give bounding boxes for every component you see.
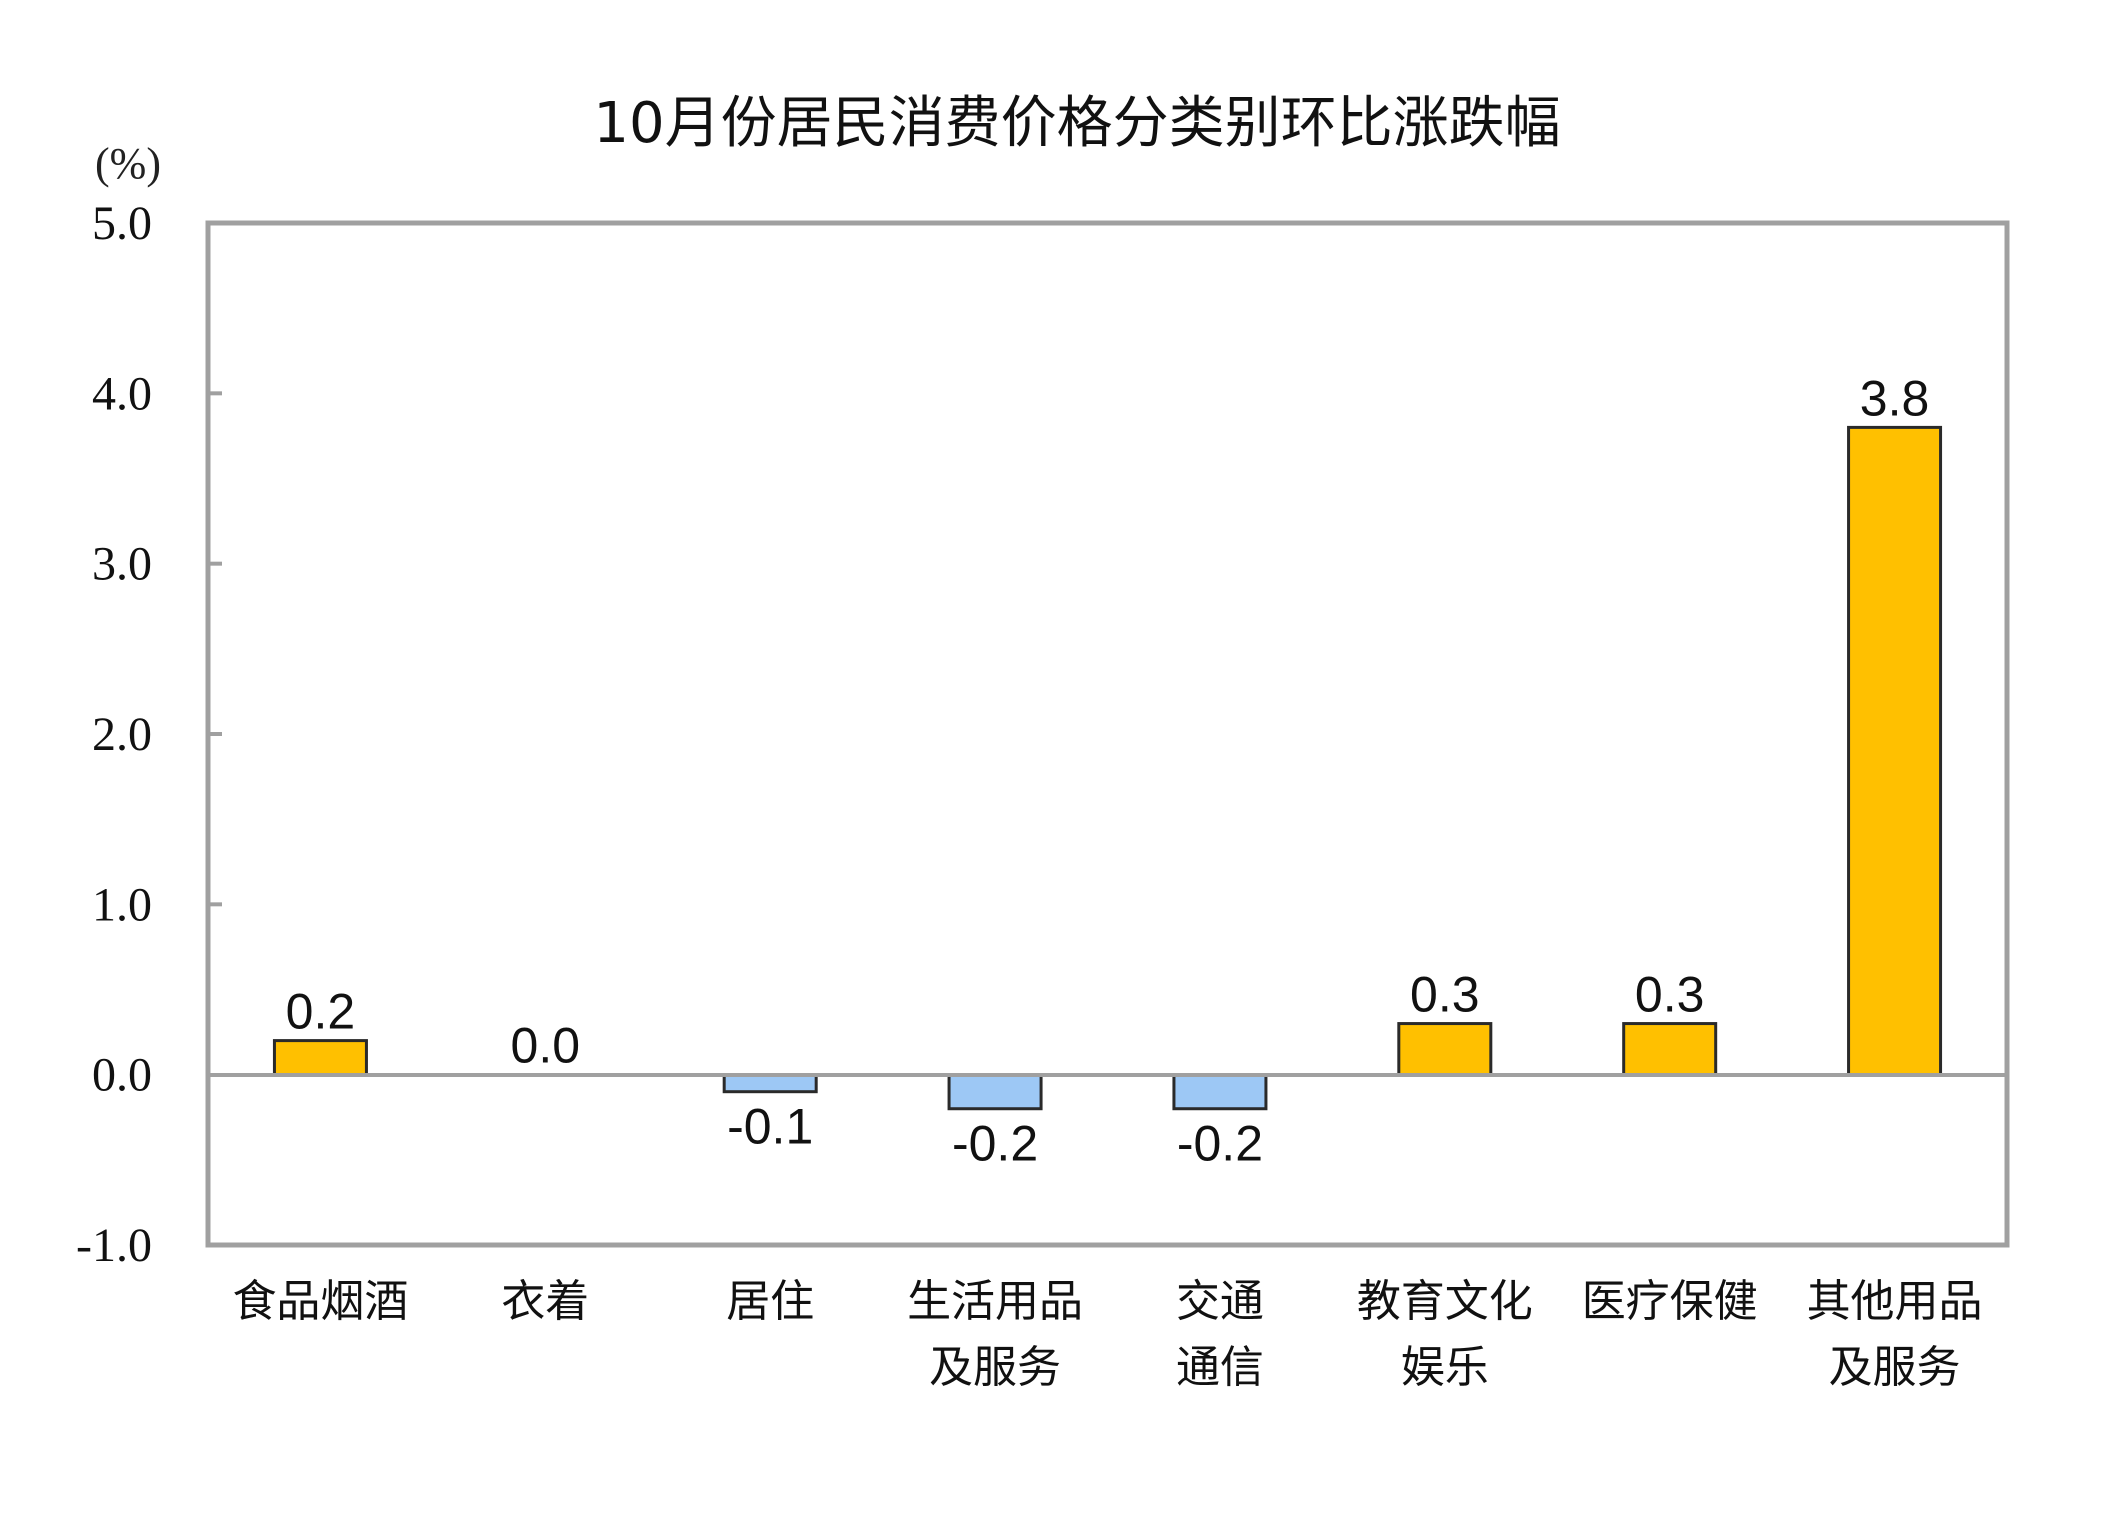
data-label: -0.2	[1177, 1116, 1263, 1172]
bar-6	[1622, 1022, 1718, 1077]
data-label: -0.2	[952, 1116, 1038, 1172]
data-labels: 0.2 0.0 -0.1 -0.2 -0.2 0.3 0.3 3.8	[286, 370, 1930, 1171]
bar-0	[272, 1039, 368, 1077]
bar-series	[272, 425, 1943, 1111]
x-category-label: 生活用品	[907, 1276, 1083, 1327]
y-axis-unit-label: (%)	[95, 139, 161, 188]
y-tick-label: 2.0	[92, 708, 152, 761]
x-category-label: 教育文化	[1357, 1276, 1533, 1327]
x-category-label: 及服务	[1829, 1342, 1961, 1393]
y-axis-ticks: 5.0 4.0 3.0 2.0 1.0 0.0 -1.0	[76, 197, 152, 1272]
x-category-label: 娱乐	[1401, 1342, 1489, 1393]
bar-4	[1172, 1073, 1268, 1111]
bar-2	[722, 1073, 818, 1094]
bar-7	[1847, 425, 1943, 1077]
y-tick-label: 1.0	[92, 878, 152, 931]
data-label: -0.1	[727, 1099, 813, 1155]
y-tick-label: -1.0	[76, 1219, 152, 1272]
y-tick-label: 0.0	[92, 1049, 152, 1102]
chart-title: 10月份居民消费价格分类别环比涨跌幅	[593, 91, 1560, 156]
x-category-label: 及服务	[929, 1342, 1061, 1393]
y-tick-label: 5.0	[92, 197, 152, 250]
y-tick-label: 4.0	[92, 367, 152, 420]
data-label: 0.3	[1635, 967, 1705, 1023]
data-label: 0.3	[1410, 967, 1480, 1023]
x-category-label: 其他用品	[1807, 1276, 1983, 1327]
x-category-label: 食品烟酒	[232, 1276, 408, 1327]
x-category-label: 居住	[726, 1276, 814, 1327]
y-axis-tick-marks	[208, 391, 222, 907]
x-category-label: 通信	[1176, 1342, 1264, 1393]
bar-3	[947, 1073, 1043, 1111]
plot-area-frame	[205, 220, 2010, 1248]
x-category-label: 医疗保健	[1582, 1276, 1758, 1327]
bar-5	[1397, 1022, 1493, 1077]
x-category-label: 交通	[1176, 1276, 1264, 1327]
y-tick-label: 3.0	[92, 538, 152, 591]
data-label: 0.0	[511, 1018, 581, 1074]
x-category-label: 衣着	[501, 1276, 589, 1327]
data-label: 0.2	[286, 984, 356, 1040]
data-label: 3.8	[1860, 370, 1930, 426]
